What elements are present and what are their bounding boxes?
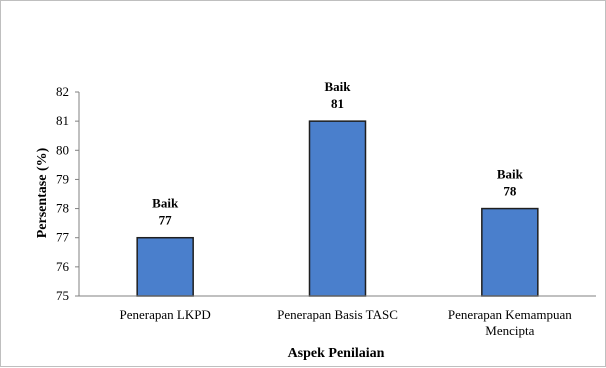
x-axis-title: Aspek Penilaian (288, 346, 385, 361)
bars-group (136, 120, 539, 297)
data-label-category: Baik (497, 167, 524, 182)
y-tick-label: 80 (56, 142, 69, 157)
x-axis-categories: Penerapan LKPD Penerapan Basis TASC Penera… (119, 307, 572, 338)
data-labels-group: Baik 77 Baik 81 Baik 78 (152, 79, 523, 228)
y-tick-label: 78 (56, 201, 69, 216)
x-category-label: Mencipta (485, 323, 534, 338)
y-tick-label: 79 (56, 171, 69, 186)
data-label-value: 77 (159, 213, 173, 228)
bar (308, 120, 367, 297)
bar (136, 236, 194, 297)
y-axis-title: Persentase (%) (35, 147, 50, 238)
y-tick-label: 76 (56, 259, 70, 274)
data-label-category: Baik (324, 79, 351, 94)
data-label-value: 78 (503, 184, 517, 199)
x-category-label: Penerapan LKPD (119, 307, 210, 322)
data-label-value: 81 (331, 96, 344, 111)
y-axis-ticks: 75 76 77 78 79 80 81 82 (56, 84, 79, 303)
data-label-category: Baik (152, 196, 179, 211)
x-category-label: Penerapan Kemampuan (448, 307, 572, 322)
y-tick-label: 75 (56, 288, 69, 303)
bar (481, 207, 539, 297)
y-tick-label: 82 (56, 84, 69, 99)
y-tick-label: 77 (56, 230, 70, 245)
x-category-label: Penerapan Basis TASC (277, 307, 398, 322)
y-tick-label: 81 (56, 113, 69, 128)
